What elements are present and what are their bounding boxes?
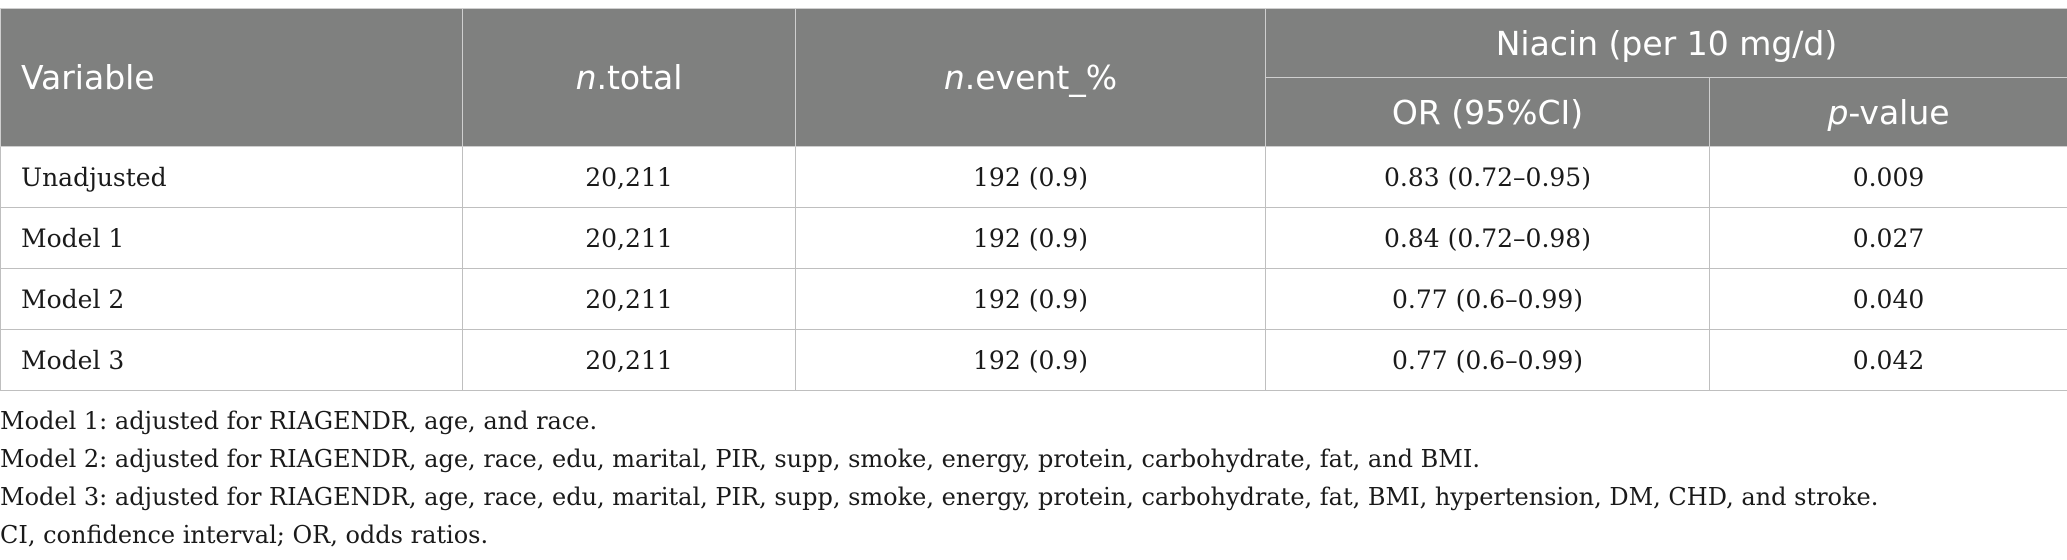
footnote: Model 1: adjusted for RIAGENDR, age, and…: [0, 407, 598, 435]
cell-or: 0.77 (0.6–0.99): [1265, 329, 1710, 391]
cell-n-event: 192 (0.9): [795, 268, 1266, 330]
table-row: Model 1 20,211 192 (0.9) 0.84 (0.72–0.98…: [0, 207, 2067, 269]
results-table-container: Variable n.total n.event_% Niacin (per 1…: [0, 8, 2067, 391]
header-n-total: n.total: [462, 8, 796, 147]
header-n-event: n.event_%: [795, 8, 1266, 147]
cell-variable: Model 1: [0, 207, 463, 269]
cell-variable: Unadjusted: [0, 146, 463, 208]
header-p-value: p-value: [1709, 77, 2067, 147]
footnote: CI, confidence interval; OR, odds ratios…: [0, 521, 489, 549]
results-table: Variable n.total n.event_% Niacin (per 1…: [0, 8, 2067, 391]
cell-p-value: 0.009: [1709, 146, 2067, 208]
header-or: OR (95%CI): [1265, 77, 1710, 147]
cell-n-total: 20,211: [462, 146, 796, 208]
header-variable: Variable: [0, 8, 463, 147]
cell-n-total: 20,211: [462, 207, 796, 269]
table-row: Unadjusted 20,211 192 (0.9) 0.83 (0.72–0…: [0, 146, 2067, 208]
cell-variable: Model 3: [0, 329, 463, 391]
header-niacin-group: Niacin (per 10 mg/d): [1265, 8, 2067, 78]
cell-n-event: 192 (0.9): [795, 146, 1266, 208]
header-n-event-italic: n: [943, 58, 965, 97]
cell-or: 0.84 (0.72–0.98): [1265, 207, 1710, 269]
table-body: Unadjusted 20,211 192 (0.9) 0.83 (0.72–0…: [0, 146, 2067, 391]
header-n-total-italic: n: [575, 58, 597, 97]
header-n-total-rest: .total: [596, 58, 683, 97]
cell-or: 0.77 (0.6–0.99): [1265, 268, 1710, 330]
header-p-rest: -value: [1848, 92, 1950, 132]
cell-or: 0.83 (0.72–0.95): [1265, 146, 1710, 208]
table-header: Variable n.total n.event_% Niacin (per 1…: [0, 8, 2067, 147]
cell-n-total: 20,211: [462, 268, 796, 330]
cell-variable: Model 2: [0, 268, 463, 330]
header-p-italic: p: [1827, 92, 1849, 132]
cell-n-event: 192 (0.9): [795, 329, 1266, 391]
footnote: Model 3: adjusted for RIAGENDR, age, rac…: [0, 483, 1879, 511]
table-footnotes: Model 1: adjusted for RIAGENDR, age, and…: [0, 402, 2067, 554]
cell-p-value: 0.042: [1709, 329, 2067, 391]
cell-n-total: 20,211: [462, 329, 796, 391]
header-n-event-rest: .event_%: [964, 58, 1118, 97]
cell-p-value: 0.027: [1709, 207, 2067, 269]
table-row: Model 3 20,211 192 (0.9) 0.77 (0.6–0.99)…: [0, 329, 2067, 391]
footnote: Model 2: adjusted for RIAGENDR, age, rac…: [0, 445, 1480, 473]
table-row: Model 2 20,211 192 (0.9) 0.77 (0.6–0.99)…: [0, 268, 2067, 330]
cell-n-event: 192 (0.9): [795, 207, 1266, 269]
cell-p-value: 0.040: [1709, 268, 2067, 330]
